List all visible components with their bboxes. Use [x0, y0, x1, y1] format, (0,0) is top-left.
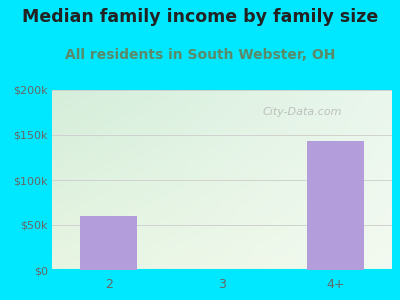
Text: Median family income by family size: Median family income by family size [22, 8, 378, 26]
Text: All residents in South Webster, OH: All residents in South Webster, OH [65, 48, 335, 62]
Text: City-Data.com: City-Data.com [263, 106, 342, 117]
Bar [80, 216, 137, 270]
Bar [307, 141, 364, 270]
